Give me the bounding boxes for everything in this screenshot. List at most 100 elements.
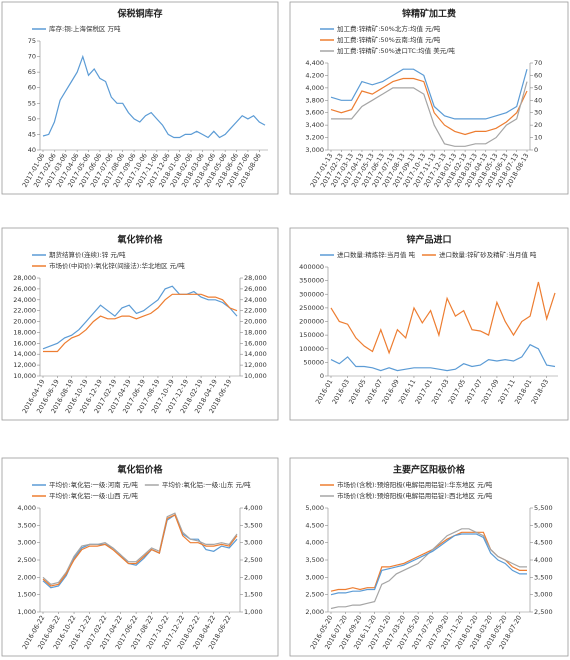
y2-tick-label: 3,500 <box>244 521 263 529</box>
y-tick-label: 1,000 <box>17 608 36 616</box>
y2-tick-label: 26,000 <box>244 285 267 293</box>
legend-label: 市场价(中间价):氧化锌(间接法):华北地区 元/吨 <box>49 261 185 270</box>
y2-tick-label: 3,000 <box>534 591 553 599</box>
data-line <box>42 54 266 139</box>
panel-border <box>289 227 569 421</box>
data-line <box>330 528 527 610</box>
y2-tick-label: 4,000 <box>534 556 553 564</box>
y-tick-label: 22,000 <box>13 307 36 315</box>
y-tick-label: 100000 <box>299 345 324 353</box>
legend-label: 平均价:氧化铝:一级:山东 元/吨 <box>162 480 251 489</box>
data-line <box>42 512 238 585</box>
y2-tick-label: 2,000 <box>244 573 263 581</box>
y2-tick-label: 2,500 <box>244 556 263 564</box>
data-line <box>42 513 238 589</box>
y2-tick-label: 4,500 <box>534 539 553 547</box>
y2-tick-label: 2,500 <box>534 608 553 616</box>
y-tick-label: 2,500 <box>17 556 36 564</box>
y-tick-label: 18,000 <box>13 328 36 336</box>
chart-title: 氧化锌价格 <box>116 234 163 246</box>
data-line <box>330 281 556 355</box>
chart-title: 主要产区阳极价格 <box>393 464 466 476</box>
panel-border <box>1 227 279 421</box>
y-tick-label: 3,500 <box>305 556 324 564</box>
y2-tick-label: 50 <box>534 84 542 92</box>
legend-label: 进口数量:精炼锌:当月值 吨 <box>337 250 415 259</box>
y-tick-label: 300000 <box>299 290 324 298</box>
y2-tick-label: 22,000 <box>244 307 267 315</box>
panel-border <box>1 457 279 657</box>
y-tick-label: 20,000 <box>13 318 36 326</box>
y2-tick-label: 10,000 <box>244 372 267 380</box>
y2-tick-label: 28,000 <box>244 274 267 282</box>
y-tick-label: 65 <box>28 68 36 76</box>
legend-label: 平均价:氧化铝:一级:山西 元/吨 <box>49 491 138 500</box>
y-tick-label: 12,000 <box>13 361 36 369</box>
chart-title: 保税铜库存 <box>116 8 162 20</box>
y-tick-label: 5,000 <box>305 504 324 512</box>
y-tick-label: 70 <box>28 53 36 61</box>
y2-tick-label: 30 <box>534 109 542 117</box>
y2-tick-label: 20,000 <box>244 318 267 326</box>
y-tick-label: 3,000 <box>305 573 324 581</box>
y2-tick-label: 5,000 <box>534 521 553 529</box>
y-tick-label: 24,000 <box>13 296 36 304</box>
y2-tick-label: 1,500 <box>244 591 263 599</box>
data-line <box>331 81 528 147</box>
y-tick-label: 3,800 <box>305 96 324 104</box>
y-tick-label: 2,500 <box>305 591 324 599</box>
legend-label: 市场价(含税):预焙阳极(电解铝用铝锭):西北地区 元/吨 <box>337 491 493 500</box>
y-tick-label: 4,200 <box>305 71 324 79</box>
data-line <box>330 533 527 596</box>
legend-label: 平均价:氧化铝:一级:河南 元/吨 <box>49 480 138 489</box>
y-tick-label: 10,000 <box>13 372 36 380</box>
y-tick-label: 4,000 <box>305 84 324 92</box>
chart-title: 锌产品进口 <box>406 234 451 246</box>
y-tick-label: 200000 <box>299 318 324 326</box>
y2-tick-label: 40 <box>534 96 542 104</box>
y2-tick-label: 24,000 <box>244 296 267 304</box>
y-tick-label: 2,000 <box>305 608 324 616</box>
y-tick-label: 3,200 <box>305 134 324 142</box>
y-tick-label: 26,000 <box>13 285 36 293</box>
chart-title: 锌精矿加工费 <box>402 8 456 20</box>
y2-tick-label: 1,000 <box>244 608 263 616</box>
y-tick-label: 2,000 <box>17 573 36 581</box>
y2-tick-label: 18,000 <box>244 328 267 336</box>
y2-tick-label: 4,000 <box>244 504 263 512</box>
y-tick-label: 75 <box>28 37 36 45</box>
y-tick-label: 14,000 <box>13 350 36 358</box>
data-line <box>330 531 527 592</box>
y-tick-label: 4,000 <box>17 504 36 512</box>
y2-tick-label: 60 <box>534 71 542 79</box>
data-line <box>330 77 528 136</box>
y2-tick-label: 5,500 <box>534 504 553 512</box>
y-tick-label: 4,000 <box>305 539 324 547</box>
legend-label: 加工费:锌精矿:50%云南:均值 元/吨 <box>337 35 441 44</box>
y-tick-label: 55 <box>28 99 36 107</box>
y2-tick-label: 14,000 <box>244 350 267 358</box>
y2-tick-label: 16,000 <box>244 339 267 347</box>
y-tick-label: 40 <box>28 146 36 154</box>
y-tick-label: 250000 <box>299 304 324 312</box>
y-tick-label: 3,400 <box>305 121 324 129</box>
y-tick-label: 400000 <box>299 263 324 271</box>
y-tick-label: 3,600 <box>305 109 324 117</box>
y-tick-label: 1,500 <box>17 591 36 599</box>
y-tick-label: 0 <box>320 372 324 380</box>
chart-title: 氧化铝价格 <box>116 464 163 476</box>
data-line <box>330 343 556 372</box>
y-tick-label: 28,000 <box>13 274 36 282</box>
y2-tick-label: 70 <box>534 59 542 67</box>
y-tick-label: 16,000 <box>13 339 36 347</box>
legend-label: 市场价(含税):预焙阳极(电解铝用铝锭):华东地区 元/吨 <box>337 480 493 489</box>
legend-label: 库存:铜:上海保税区 万吨 <box>49 24 121 33</box>
y-tick-label: 60 <box>28 84 36 92</box>
y-tick-label: 350000 <box>299 277 324 285</box>
y-tick-label: 50 <box>28 115 36 123</box>
y2-tick-label: 3,000 <box>244 539 263 547</box>
panel-border <box>289 457 569 657</box>
y2-tick-label: 10 <box>534 134 542 142</box>
y-tick-label: 45 <box>28 130 36 138</box>
